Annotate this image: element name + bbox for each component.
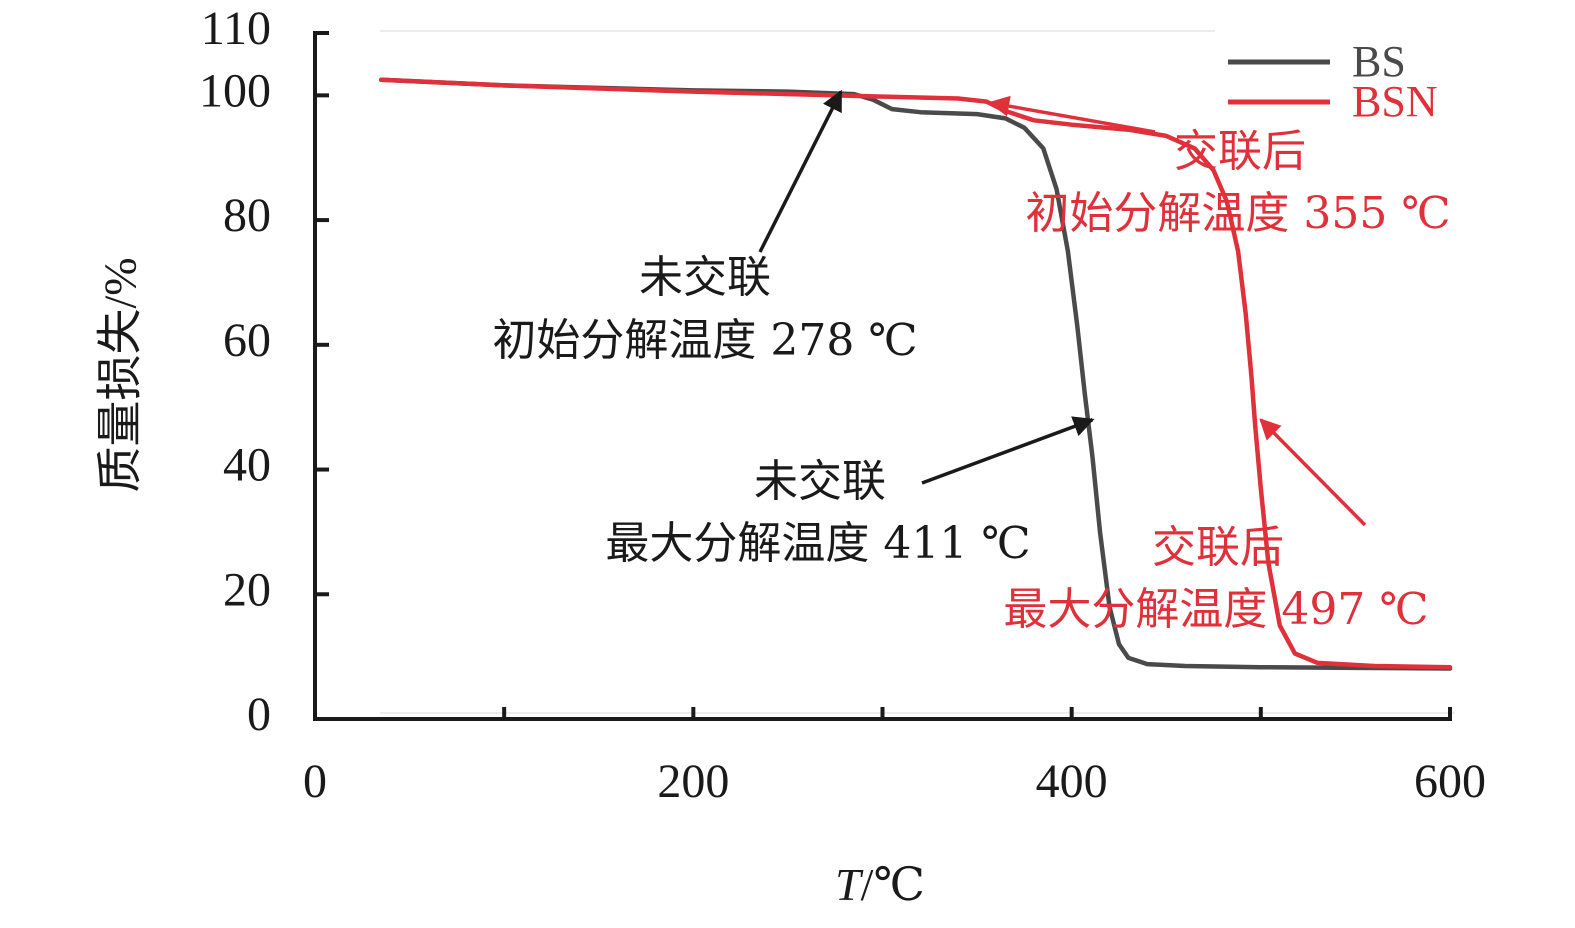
- series-line-bsn: [378, 77, 1453, 670]
- y-tick-label-80: 80: [223, 189, 271, 242]
- x-tick-label-600: 600: [1414, 755, 1486, 808]
- annotation-bsn-onset: 交联后 初始分解温度 355 ℃: [988, 95, 1451, 239]
- legend-label-bs: BS: [1352, 37, 1406, 86]
- annotation-bsn-max-line1: 交联后: [1152, 522, 1284, 573]
- annotation-bs-onset-line1: 未交联: [639, 252, 771, 303]
- annotation-bs-onset: 未交联 初始分解温度 278 ℃: [492, 89, 918, 366]
- annotation-bsn-max: 交联后 最大分解温度 497 ℃: [1003, 418, 1429, 635]
- x-tick-label-0: 0: [303, 755, 327, 808]
- annotation-bs-max: 未交联 最大分解温度 411 ℃: [605, 416, 1095, 569]
- annotation-bs-max-line2: 最大分解温度 411 ℃: [605, 518, 1030, 569]
- annotation-bs-max-line1: 未交联: [754, 456, 886, 507]
- y-axis-title: 质量损失/%: [95, 257, 146, 492]
- annotation-bsn-max-line2: 最大分解温度 497 ℃: [1003, 584, 1428, 635]
- annotation-bsn-onset-line1: 交联后: [1174, 126, 1306, 177]
- axis-ticks: [313, 31, 1452, 721]
- x-axis-title-unit: /℃: [861, 859, 925, 910]
- y-tick-label-60: 60: [223, 314, 271, 367]
- legend-label-bsn: BSN: [1352, 77, 1438, 126]
- annotation-bs-onset-line2: 初始分解温度 278 ℃: [492, 315, 917, 366]
- annotation-bsn-max-arrow: [1259, 418, 1367, 527]
- x-tick-label-200: 200: [657, 755, 729, 808]
- annotation-bsn-onset-line2: 初始分解温度 355 ℃: [1025, 188, 1450, 239]
- x-tick-label-400: 400: [1036, 755, 1108, 808]
- annotation-bs-onset-arrow: [758, 89, 843, 253]
- y-tick-label-20: 20: [223, 563, 271, 616]
- y-tick-label-100: 100: [199, 64, 271, 117]
- series-lines: [378, 77, 1453, 671]
- y-tick-label-110: 110: [201, 2, 271, 55]
- legend: BS BSN: [1228, 37, 1438, 126]
- x-axis-title-var: T: [835, 859, 864, 910]
- y-tick-label-0: 0: [247, 688, 271, 741]
- y-tick-label-40: 40: [223, 439, 271, 492]
- annotation-bs-max-arrow: [921, 416, 1095, 485]
- tick-labels: 0 20 40 60 80 100 110 0 200 400 600: [199, 2, 1486, 808]
- annotation-bsn-onset-arrow: [988, 95, 1156, 134]
- x-axis-title: T/℃: [835, 859, 925, 910]
